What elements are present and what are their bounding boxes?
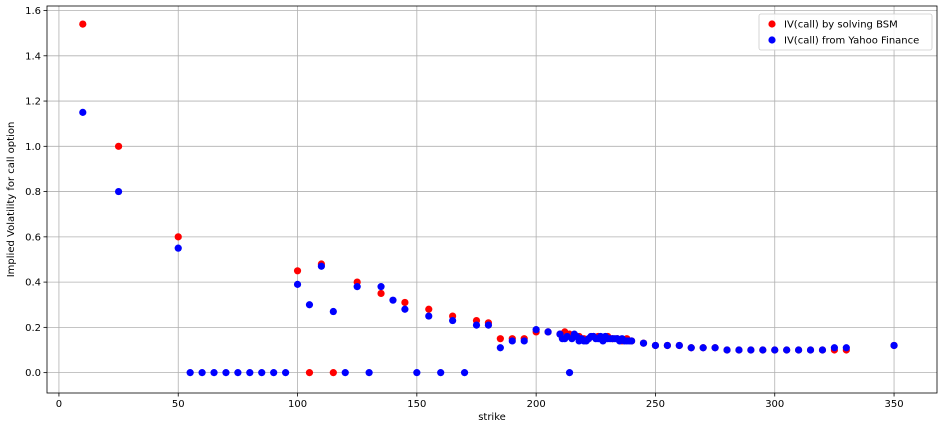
data-point	[317, 262, 325, 270]
data-point	[651, 341, 660, 350]
data-point	[282, 369, 290, 377]
data-point	[735, 346, 743, 354]
data-point	[114, 187, 123, 196]
data-point	[341, 369, 349, 377]
data-point	[806, 346, 815, 354]
x-tick-label: 0	[56, 399, 62, 410]
data-point	[365, 369, 373, 377]
y-tick-label: 0.8	[25, 187, 41, 198]
data-point	[723, 346, 731, 354]
data-point	[305, 301, 314, 309]
data-point	[711, 344, 719, 352]
data-point	[79, 20, 87, 28]
x-tick-label: 150	[407, 399, 426, 410]
axes: 0 50 100 150 200 250 300 350 0.0 0.2 0.4 0.6 0.8 1.0 1…	[25, 5, 938, 410]
data-point	[508, 337, 516, 345]
data-point	[484, 321, 493, 329]
data-point	[830, 344, 838, 352]
data-point	[795, 346, 803, 354]
x-axis-label: strike	[478, 412, 506, 423]
data-point	[377, 289, 385, 298]
y-tick-label: 0.6	[25, 232, 41, 243]
y-tick-label: 1.2	[25, 97, 41, 108]
y-tick-label: 1.4	[25, 51, 41, 62]
data-point	[234, 369, 242, 377]
data-point	[449, 316, 457, 325]
data-point	[329, 307, 337, 316]
legend-label: IV(call) from Yahoo Finance	[784, 36, 919, 47]
y-axis-label: Implied Volatility for call option	[6, 122, 17, 278]
data-point	[890, 341, 898, 350]
data-point	[747, 346, 755, 354]
y-tick-label: 1.6	[25, 6, 41, 17]
x-tick-label: 50	[172, 399, 185, 410]
data-point	[389, 296, 397, 304]
data-point	[413, 369, 421, 377]
data-point	[114, 142, 123, 150]
data-point	[329, 369, 337, 377]
data-point	[425, 312, 433, 320]
data-point	[565, 369, 574, 377]
data-point	[520, 337, 528, 345]
series-1	[79, 108, 898, 377]
data-point	[246, 369, 254, 377]
data-point	[842, 344, 850, 352]
data-point	[186, 369, 194, 377]
data-point	[496, 335, 504, 343]
data-point	[258, 369, 266, 377]
data-point	[377, 283, 385, 291]
grid-lines	[47, 6, 937, 393]
data-point	[425, 305, 433, 313]
data-point	[687, 344, 695, 352]
data-point	[771, 346, 779, 354]
data-point	[472, 321, 481, 329]
data-point	[783, 346, 791, 354]
data-point	[437, 369, 445, 377]
legend-marker	[768, 36, 776, 44]
data-point	[210, 369, 218, 377]
y-tick-label: 0.2	[25, 323, 41, 334]
data-point	[544, 328, 552, 336]
data-point	[198, 369, 206, 377]
data-point	[401, 305, 409, 313]
data-point	[759, 346, 767, 354]
data-point	[222, 369, 230, 377]
data-point	[460, 369, 469, 377]
legend-box	[758, 13, 933, 51]
plot-frame	[46, 5, 938, 394]
y-tick-label: 0.4	[25, 278, 41, 289]
x-tick-label: 200	[527, 399, 546, 410]
data-points	[79, 20, 898, 377]
data-point	[401, 298, 409, 307]
data-point	[496, 344, 504, 352]
data-point	[699, 344, 707, 352]
data-point	[305, 369, 314, 377]
legend: IV(call) by solving BSM IV(call) from Yah…	[758, 13, 933, 51]
data-point	[639, 339, 648, 347]
data-point	[532, 326, 540, 334]
x-tick-label: 100	[288, 399, 307, 410]
data-point	[675, 341, 683, 350]
legend-label: IV(call) by solving BSM	[784, 20, 898, 31]
data-point	[818, 346, 827, 354]
x-tick-label: 250	[646, 399, 665, 410]
data-point	[293, 267, 302, 275]
data-point	[293, 280, 302, 288]
data-point	[663, 341, 671, 350]
data-point	[79, 108, 87, 116]
data-point	[174, 244, 182, 252]
data-point	[270, 369, 278, 377]
y-tick-label: 1.0	[25, 142, 41, 153]
data-point	[353, 283, 361, 291]
x-tick-label: 300	[765, 399, 784, 410]
x-tick-label: 350	[885, 399, 904, 410]
data-point	[627, 337, 636, 345]
data-point	[174, 233, 182, 241]
y-tick-label: 0.0	[25, 368, 41, 379]
legend-marker	[768, 20, 776, 28]
